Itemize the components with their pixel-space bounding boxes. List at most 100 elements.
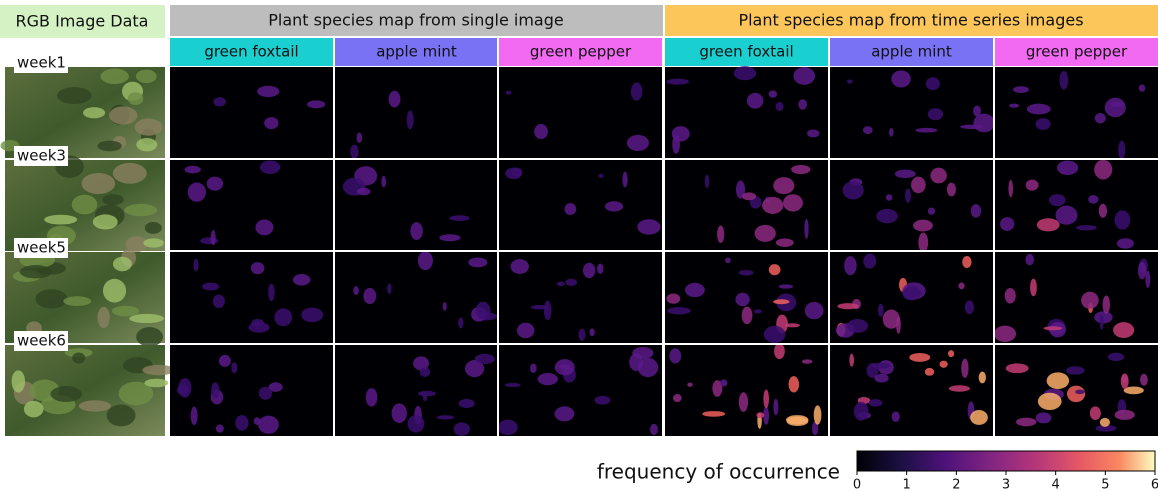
plant-blob bbox=[891, 70, 910, 87]
plant-blob bbox=[673, 394, 682, 402]
colorbar bbox=[857, 451, 1155, 471]
species-map bbox=[499, 160, 662, 251]
plant-blob bbox=[408, 415, 425, 433]
plant-blob bbox=[193, 259, 198, 271]
plant-blob bbox=[219, 355, 231, 367]
plant-blob bbox=[389, 91, 401, 108]
plant-blob bbox=[1037, 218, 1060, 231]
plant-blob bbox=[213, 294, 225, 307]
leaf bbox=[113, 257, 132, 271]
colorbar-tick-label: 1 bbox=[903, 478, 911, 492]
plant-blob bbox=[1043, 326, 1062, 330]
plant-blob bbox=[854, 402, 869, 421]
plant-blob bbox=[407, 110, 414, 129]
species-map bbox=[995, 67, 1158, 158]
species-header: green foxtail bbox=[699, 43, 793, 61]
leaf bbox=[107, 405, 136, 427]
plant-blob bbox=[1121, 374, 1129, 389]
colorbar-tick-label: 0 bbox=[853, 478, 861, 492]
plant-blob bbox=[883, 310, 900, 329]
plant-blob bbox=[1047, 372, 1069, 389]
plant-blob bbox=[1036, 118, 1051, 130]
plant-blob bbox=[814, 405, 822, 424]
plant-blob bbox=[1056, 206, 1078, 225]
plant-blob bbox=[357, 132, 363, 143]
week-label: week1 bbox=[17, 54, 66, 72]
plant-blob bbox=[259, 387, 272, 400]
plant-blob bbox=[755, 225, 776, 242]
plant-blob bbox=[1138, 262, 1147, 279]
plant-blob bbox=[1090, 406, 1101, 420]
leaf bbox=[20, 265, 52, 278]
plant-blob bbox=[1075, 390, 1085, 395]
plant-blob bbox=[837, 303, 858, 309]
plant-blob bbox=[258, 416, 279, 434]
leaf bbox=[83, 107, 105, 118]
leaf bbox=[24, 401, 44, 417]
plant-blob bbox=[742, 307, 753, 325]
plant-blob bbox=[1100, 314, 1104, 330]
plant-blob bbox=[594, 396, 610, 405]
plant-blob bbox=[687, 383, 693, 387]
plant-blob bbox=[1038, 393, 1062, 410]
plant-blob bbox=[739, 270, 754, 276]
plant-blob bbox=[363, 288, 376, 304]
plant-blob bbox=[202, 283, 219, 291]
leaf bbox=[135, 118, 162, 135]
plant-blob bbox=[1006, 363, 1029, 373]
plant-blob bbox=[958, 283, 964, 290]
plant-blob bbox=[773, 399, 778, 416]
plant-blob bbox=[454, 422, 470, 435]
leaf bbox=[136, 70, 157, 84]
plant-blob bbox=[773, 177, 794, 194]
leaf bbox=[72, 195, 98, 215]
plant-blob bbox=[637, 219, 660, 234]
plant-blob bbox=[970, 410, 988, 425]
leaf bbox=[97, 141, 121, 152]
plant-blob bbox=[1081, 292, 1099, 309]
plant-blob bbox=[961, 359, 968, 378]
plant-blob bbox=[597, 263, 603, 273]
leaf bbox=[51, 386, 82, 402]
plant-blob bbox=[971, 204, 981, 218]
plant-blob bbox=[667, 307, 691, 314]
plant-blob bbox=[578, 329, 585, 341]
plant-blob bbox=[1036, 412, 1052, 423]
plant-blob bbox=[915, 128, 937, 133]
plant-blob bbox=[1008, 180, 1013, 197]
plant-blob bbox=[255, 220, 273, 236]
plant-blob bbox=[506, 91, 512, 95]
plant-blob bbox=[1005, 288, 1016, 304]
plant-blob bbox=[531, 305, 548, 310]
plant-blob bbox=[353, 286, 359, 295]
plant-blob bbox=[357, 188, 371, 196]
plant-blob bbox=[622, 172, 627, 188]
plant-blob bbox=[807, 129, 819, 137]
plant-blob bbox=[458, 317, 463, 328]
plant-blob bbox=[511, 167, 522, 177]
plant-blob bbox=[459, 399, 475, 408]
plant-blob bbox=[599, 174, 604, 178]
plant-blob bbox=[418, 251, 433, 270]
plant-blob bbox=[930, 168, 946, 184]
species-map bbox=[170, 67, 333, 158]
species-map bbox=[335, 67, 498, 158]
plant-blob bbox=[863, 126, 873, 134]
plant-blob bbox=[925, 368, 934, 376]
colorbar-tick-label: 3 bbox=[1002, 478, 1010, 492]
plant-blob bbox=[994, 326, 1016, 342]
plant-blob bbox=[517, 323, 535, 339]
plant-blob bbox=[1049, 194, 1066, 206]
plant-blob bbox=[747, 93, 763, 109]
plant-blob bbox=[627, 135, 649, 151]
plant-blob bbox=[717, 225, 724, 243]
plant-blob bbox=[1088, 195, 1098, 204]
plant-blob bbox=[1025, 254, 1034, 265]
plant-blob bbox=[235, 415, 248, 431]
plant-blob bbox=[1094, 160, 1112, 180]
plant-blob bbox=[779, 284, 794, 288]
plant-blob bbox=[1103, 296, 1111, 314]
plant-blob bbox=[260, 161, 280, 174]
leaf bbox=[129, 314, 164, 323]
plant-blob bbox=[685, 283, 705, 297]
